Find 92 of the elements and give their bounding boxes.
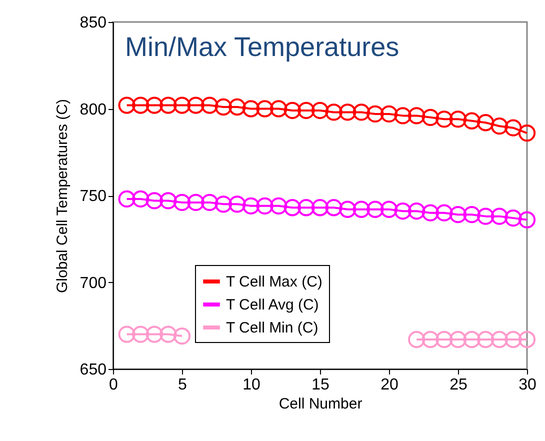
point xyxy=(228,98,246,116)
point xyxy=(298,102,315,120)
point xyxy=(256,197,274,214)
point xyxy=(408,330,426,348)
x-tick-label: 15 xyxy=(312,376,330,394)
y-tick-label: 650 xyxy=(80,362,107,378)
point xyxy=(422,108,439,126)
point xyxy=(118,96,136,114)
point xyxy=(201,96,218,114)
point xyxy=(477,330,494,348)
point xyxy=(311,102,329,120)
point xyxy=(366,105,384,123)
point xyxy=(187,194,204,212)
x-tick-label: 0 xyxy=(109,376,118,394)
point xyxy=(352,200,370,218)
point xyxy=(518,330,536,348)
point xyxy=(449,330,467,348)
point xyxy=(132,96,150,114)
point xyxy=(339,200,356,218)
point xyxy=(228,196,246,213)
y-tick-label: 700 xyxy=(80,274,107,292)
point xyxy=(436,204,453,222)
chart-title: Min/Max Temperatures xyxy=(125,32,400,62)
point xyxy=(173,327,191,345)
point xyxy=(132,190,150,208)
point xyxy=(408,107,426,124)
point xyxy=(187,96,204,114)
y-tick-label: 800 xyxy=(80,101,107,118)
point xyxy=(201,194,218,212)
point xyxy=(242,100,260,118)
y-tick-label: 750 xyxy=(80,188,107,205)
point xyxy=(214,98,232,116)
point xyxy=(504,119,522,136)
point xyxy=(366,200,384,218)
point xyxy=(490,330,508,348)
point xyxy=(118,190,136,208)
y-axis-title: Global Cell Temperatures (C) xyxy=(54,99,71,293)
point xyxy=(518,124,536,142)
point xyxy=(160,192,177,210)
point xyxy=(311,199,329,216)
point xyxy=(118,326,136,343)
point xyxy=(449,206,467,224)
point xyxy=(325,199,342,216)
point xyxy=(160,96,177,114)
x-tick-label: 30 xyxy=(518,376,536,394)
point xyxy=(325,104,342,121)
point xyxy=(160,326,177,343)
point xyxy=(284,102,301,120)
x-tick-label: 10 xyxy=(242,376,260,394)
point xyxy=(270,100,288,118)
point xyxy=(490,118,508,135)
point xyxy=(504,209,522,227)
x-axis-title: Cell Number xyxy=(278,396,362,412)
point xyxy=(298,199,315,216)
point xyxy=(146,326,163,343)
point xyxy=(518,211,536,228)
point xyxy=(436,110,453,128)
legend-label: T Cell Max (C) xyxy=(226,274,322,290)
point xyxy=(146,96,163,114)
point xyxy=(270,197,288,214)
point xyxy=(436,330,453,348)
point xyxy=(477,114,494,132)
point xyxy=(477,208,494,225)
point xyxy=(463,206,480,224)
point xyxy=(173,96,191,114)
point xyxy=(380,200,398,218)
point xyxy=(504,330,522,348)
legend-label: T Cell Avg (C) xyxy=(226,296,319,314)
point xyxy=(463,112,480,130)
point xyxy=(173,194,191,212)
point xyxy=(394,107,412,124)
x-tick-label: 20 xyxy=(380,376,398,394)
point xyxy=(242,197,260,214)
point xyxy=(284,199,301,216)
point xyxy=(422,204,439,222)
point xyxy=(256,100,274,118)
point xyxy=(132,326,150,343)
point xyxy=(408,202,426,220)
point xyxy=(380,105,398,123)
legend-label: T Cell Min (C) xyxy=(226,320,318,336)
point xyxy=(352,104,370,121)
point xyxy=(490,208,508,225)
y-tick-label: 850 xyxy=(80,14,107,32)
point xyxy=(422,330,439,348)
x-tick-label: 25 xyxy=(450,376,468,394)
point xyxy=(339,104,356,121)
point xyxy=(214,196,232,213)
point xyxy=(146,192,163,210)
point xyxy=(463,330,480,348)
x-tick-label: 5 xyxy=(178,376,188,394)
point xyxy=(394,202,412,220)
point xyxy=(449,110,467,128)
